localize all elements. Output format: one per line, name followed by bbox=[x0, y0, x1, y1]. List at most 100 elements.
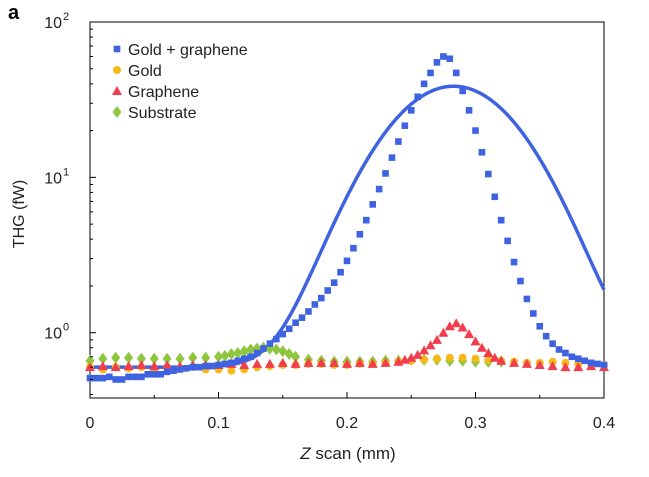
data-point-gold-graphene bbox=[228, 359, 235, 367]
legend-marker-substrate bbox=[112, 106, 122, 118]
data-point-graphene bbox=[239, 359, 250, 369]
data-point-gold-graphene bbox=[562, 349, 569, 357]
data-point-gold-graphene bbox=[600, 361, 608, 369]
data-point-graphene bbox=[329, 357, 340, 367]
x-tick-label: 0.3 bbox=[464, 415, 486, 432]
data-point-graphene bbox=[470, 336, 481, 346]
data-point-gold-graphene bbox=[163, 368, 171, 376]
data-point-gold-graphene bbox=[93, 374, 100, 382]
data-point-gold-graphene bbox=[388, 154, 396, 161]
data-point-substrate bbox=[246, 343, 256, 356]
data-point-gold-graphene bbox=[343, 257, 351, 265]
data-point-graphene bbox=[354, 357, 365, 367]
data-point-graphene bbox=[149, 361, 160, 371]
data-point-substrate bbox=[291, 350, 301, 363]
data-point-gold-graphene bbox=[549, 340, 556, 347]
legend-label-gold-graphene: Gold + graphene bbox=[128, 42, 248, 59]
y-axis-label: THG (fW) bbox=[11, 180, 28, 248]
y-tick-label: 10 bbox=[44, 15, 62, 32]
data-point-gold-graphene bbox=[530, 310, 537, 317]
data-point-gold-graphene bbox=[542, 332, 550, 340]
data-point-gold-graphene bbox=[150, 370, 158, 378]
data-point-graphene bbox=[412, 349, 423, 359]
data-point-gold bbox=[227, 366, 236, 375]
data-point-gold-graphene bbox=[292, 319, 299, 327]
fit-curve-gold-graphene bbox=[90, 84, 606, 369]
data-point-gold-graphene bbox=[285, 325, 293, 333]
data-point-gold-graphene bbox=[253, 349, 261, 357]
legend-label-gold: Gold bbox=[128, 63, 162, 80]
x-tick-label: 0.2 bbox=[336, 415, 358, 432]
data-point-gold-graphene bbox=[575, 355, 582, 363]
data-point-gold-graphene bbox=[170, 367, 177, 374]
data-point-gold-graphene bbox=[407, 107, 415, 114]
data-point-substrate bbox=[233, 347, 243, 360]
data-point-gold-graphene bbox=[523, 295, 531, 303]
data-point-graphene bbox=[97, 361, 108, 371]
x-tick-label: 0.1 bbox=[207, 415, 229, 432]
data-point-graphene bbox=[438, 327, 449, 337]
data-point-substrate bbox=[201, 351, 211, 364]
data-point-substrate bbox=[85, 354, 95, 367]
data-point-graphene bbox=[483, 348, 494, 358]
data-point-gold-graphene bbox=[273, 335, 280, 343]
data-point-gold bbox=[432, 354, 441, 363]
data-point-gold-graphene bbox=[478, 148, 486, 156]
data-point-substrate bbox=[98, 352, 108, 365]
data-point-substrate bbox=[124, 351, 134, 364]
data-point-gold-graphene bbox=[472, 127, 479, 134]
data-point-gold-graphene bbox=[414, 93, 421, 101]
legend-marker-gold-graphene bbox=[113, 45, 121, 53]
plot-frame bbox=[89, 21, 605, 399]
data-point-substrate bbox=[136, 352, 146, 365]
data-point-graphene bbox=[123, 361, 134, 371]
data-point-graphene bbox=[380, 357, 391, 367]
data-point-gold-graphene bbox=[433, 59, 441, 66]
data-point-gold-graphene bbox=[183, 365, 190, 372]
data-point-gold-graphene bbox=[568, 353, 576, 361]
data-point-gold-graphene bbox=[112, 376, 119, 383]
data-point-graphene bbox=[476, 342, 487, 352]
data-point-gold-graphene bbox=[279, 330, 287, 338]
data-point-graphene bbox=[521, 358, 532, 368]
data-point-gold-graphene bbox=[594, 360, 601, 368]
data-point-gold-graphene bbox=[215, 361, 222, 369]
data-point-graphene bbox=[264, 358, 275, 368]
data-point-gold-graphene bbox=[504, 237, 511, 245]
data-point-gold-graphene bbox=[459, 87, 466, 95]
y-tick-label: 10 bbox=[44, 326, 62, 343]
data-point-gold-graphene bbox=[131, 373, 139, 381]
data-point-gold bbox=[471, 354, 480, 363]
data-point-gold-graphene bbox=[382, 170, 389, 177]
y-tick-label: 10 bbox=[44, 170, 62, 187]
data-point-gold-graphene bbox=[260, 345, 267, 352]
data-point-gold-graphene bbox=[247, 353, 254, 361]
data-point-graphene bbox=[425, 340, 436, 350]
x-axis-label-italic: Z bbox=[299, 444, 311, 463]
data-point-gold-graphene bbox=[485, 170, 492, 178]
data-point-gold-graphene bbox=[420, 80, 428, 88]
legend-marker-gold bbox=[113, 66, 121, 74]
panel-label: a bbox=[8, 2, 20, 24]
data-point-gold-graphene bbox=[587, 359, 595, 367]
data-point-substrate bbox=[149, 352, 159, 365]
data-point-graphene bbox=[303, 357, 314, 367]
data-point-gold-graphene bbox=[125, 373, 132, 381]
data-point-gold-graphene bbox=[510, 258, 518, 266]
data-point-gold-graphene bbox=[446, 55, 454, 63]
data-point-gold-graphene bbox=[266, 340, 274, 347]
data-point-gold-graphene bbox=[208, 362, 216, 370]
data-point-graphene bbox=[431, 334, 442, 344]
legend-label-substrate: Substrate bbox=[128, 105, 197, 122]
data-point-substrate bbox=[214, 350, 223, 363]
data-point-gold-graphene bbox=[144, 370, 152, 378]
data-point-gold-graphene bbox=[330, 279, 338, 286]
data-point-substrate bbox=[271, 343, 281, 356]
x-tick-label: 0.4 bbox=[593, 415, 615, 432]
data-point-graphene bbox=[451, 318, 462, 328]
data-point-gold-graphene bbox=[157, 370, 164, 378]
data-point-gold-graphene bbox=[555, 346, 563, 353]
x-axis-label: Z scan (mm) bbox=[299, 444, 395, 463]
legend-label-graphene: Graphene bbox=[128, 84, 199, 101]
